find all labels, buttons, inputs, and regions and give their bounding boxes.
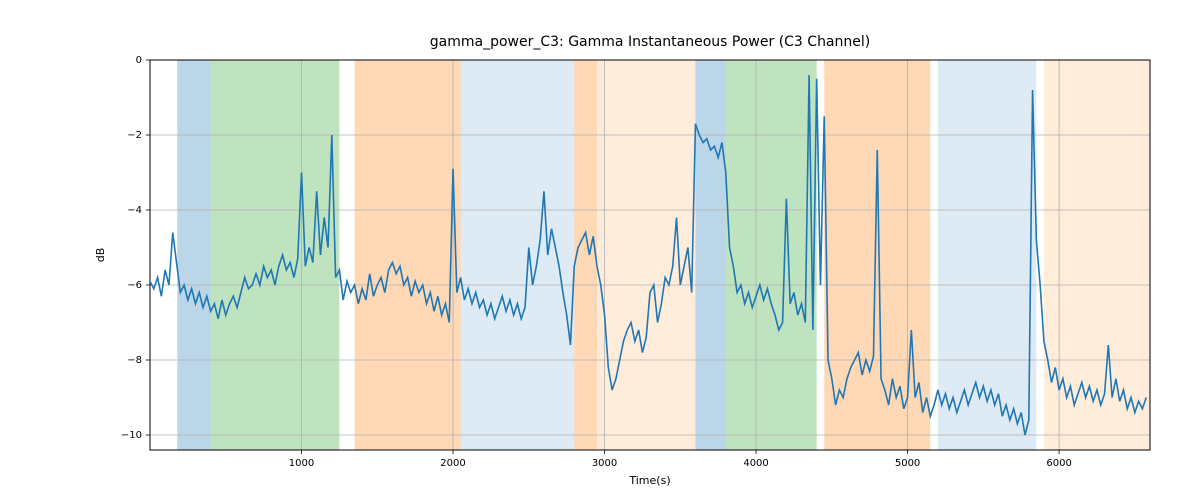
x-tick-label: 5000 [895,458,920,469]
y-tick-label: −6 [127,280,142,291]
x-tick-label: 3000 [592,458,617,469]
gamma-power-chart: gamma_power_C3: Gamma Instantaneous Powe… [0,0,1200,500]
x-axis-label: Time(s) [628,474,670,487]
chart-title: gamma_power_C3: Gamma Instantaneous Powe… [430,34,870,50]
y-tick-label: −4 [127,205,142,216]
x-tick-label: 2000 [440,458,465,469]
x-tick-label: 1000 [289,458,314,469]
x-ticks: 1000 2000 3000 4000 5000 6000 [289,450,1072,469]
y-tick-label: −8 [127,355,142,366]
y-tick-label: 0 [136,55,142,66]
x-tick-label: 4000 [743,458,768,469]
y-tick-label: −2 [127,130,142,141]
y-axis-label: dB [94,248,107,263]
y-ticks: −10 −8 −6 −4 −2 0 [121,55,150,441]
y-tick-label: −10 [121,430,142,441]
shaded-regions [177,60,1150,450]
chart-container: gamma_power_C3: Gamma Instantaneous Powe… [0,0,1200,500]
x-tick-label: 6000 [1046,458,1071,469]
